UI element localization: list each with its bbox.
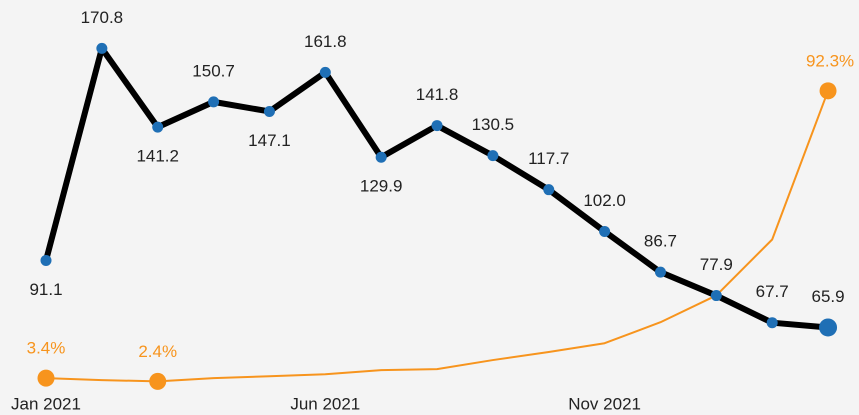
data-label: 141.2 — [136, 147, 179, 166]
point — [263, 105, 275, 117]
point — [543, 184, 555, 196]
point — [319, 66, 331, 78]
x-tick-label: Nov 2021 — [568, 394, 641, 413]
data-label: 117.7 — [528, 149, 569, 168]
data-label: 150.7 — [192, 61, 235, 80]
series-line — [45, 90, 829, 383]
data-label: 65.9 — [811, 287, 844, 306]
point — [487, 150, 499, 162]
point — [431, 120, 443, 132]
point — [819, 318, 838, 337]
point — [208, 96, 220, 108]
point — [149, 372, 167, 390]
x-tick-label: Jun 2021 — [290, 394, 360, 413]
data-label: 2.4% — [138, 342, 177, 361]
data-label: 129.9 — [360, 177, 403, 196]
data-label: 86.7 — [644, 232, 677, 251]
data-label: 170.8 — [81, 8, 124, 27]
data-label: 161.8 — [304, 32, 347, 51]
point — [766, 317, 778, 329]
data-label: 3.4% — [27, 339, 66, 358]
point — [40, 254, 52, 266]
point — [654, 266, 666, 278]
point — [96, 42, 108, 54]
point — [819, 82, 837, 100]
point — [37, 369, 55, 387]
point — [599, 225, 611, 237]
point — [375, 151, 387, 163]
data-label: 91.1 — [29, 280, 62, 299]
data-label: 92.3% — [806, 51, 854, 70]
data-label: 67.7 — [756, 282, 789, 301]
point — [710, 290, 722, 302]
x-tick-label: Jan 2021 — [11, 394, 81, 413]
point — [152, 121, 164, 133]
data-label: 130.5 — [472, 115, 515, 134]
data-label: 77.9 — [700, 255, 733, 274]
data-label: 147.1 — [248, 131, 291, 150]
data-label: 141.8 — [416, 85, 459, 104]
data-label: 102.0 — [583, 191, 626, 210]
